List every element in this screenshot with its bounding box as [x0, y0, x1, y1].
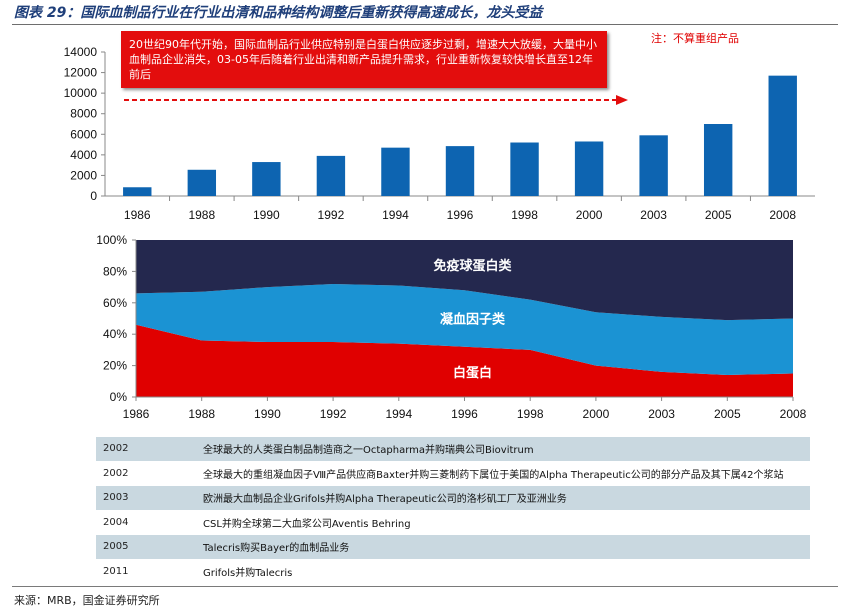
area-y-tick-label: 80%: [103, 264, 127, 278]
bar-2005: [703, 124, 733, 196]
bar-y-tick-label: 2000: [70, 168, 97, 182]
annotation-arrow: [124, 95, 628, 105]
bar-x-tick-label: 2003: [640, 208, 667, 222]
bar-x-tick-label: 1998: [511, 208, 538, 222]
milestone-year: 2002: [103, 467, 129, 479]
stacked-area-chart: 0% 20% 40% 60% 80% 100% 1986 1988 1990 1992 1994 1…: [96, 233, 807, 421]
table-row: 2002 全球最大的人类蛋白制品制造商之一Octapharma并购瑞典公司Biov…: [96, 437, 810, 461]
bar-x-tick-label: 2008: [769, 208, 796, 222]
area-x-tick-label: 1990: [254, 407, 281, 421]
milestone-event: Grifols并购Talecris: [203, 567, 293, 579]
area-x-tick-label: 2003: [648, 407, 675, 421]
milestone-event: Talecris购买Bayer的血制品业务: [197, 534, 810, 559]
area-x-tick-label: 2000: [583, 407, 610, 421]
table-row: 2005 Talecris购买Bayer的血制品业务: [96, 534, 810, 559]
bar-y-tick-label: 14000: [64, 45, 98, 59]
bar-y-tick-label: 12000: [64, 66, 98, 80]
bar-1992: [316, 155, 346, 196]
bar-y-tick-label: 10000: [64, 86, 98, 100]
area-x-tick-label: 1986: [123, 407, 150, 421]
bar-x-tick-label: 1990: [253, 208, 280, 222]
milestone-year: 2002: [96, 437, 197, 461]
area-series-label: 免疫球蛋白类: [433, 258, 512, 273]
bar-2000: [574, 141, 604, 196]
area-x-tick-label: 2008: [780, 407, 807, 421]
annotation-callout: 20世纪90年代开始，国际血制品行业供应特别是白蛋白供应逐步过剩，增速大大放缓，…: [121, 31, 607, 88]
area-series-2: [136, 240, 793, 321]
area-x-tick-label: 1992: [320, 407, 347, 421]
bar-x-tick-label: 1986: [124, 208, 151, 222]
bar-x-tick-label: 2005: [705, 208, 732, 222]
area-series-label: 白蛋白: [453, 365, 492, 380]
table-row: 2003 欧洲最大血制品企业Grifols并购Alpha Therapeutic公…: [96, 485, 810, 510]
bar-x-tick-label: 1996: [447, 208, 474, 222]
milestone-event: 全球最大的重组凝血因子Ⅷ产品供应商Baxter并购三菱制药下属位于美国的Alph…: [203, 469, 784, 481]
area-y-tick-label: 60%: [103, 296, 127, 310]
bar-2003: [639, 135, 668, 196]
area-series-0: [136, 324, 793, 397]
footer-divider: [12, 586, 838, 587]
area-y-tick-label: 40%: [103, 327, 127, 341]
title-divider: [12, 24, 838, 25]
area-x-tick-label: 1998: [517, 407, 544, 421]
chart-note: 注：不算重组产品: [651, 32, 739, 45]
bar-1994: [381, 147, 410, 196]
milestone-year: 2011: [103, 565, 129, 577]
milestone-event: CSL并购全球第二大血浆公司Aventis Behring: [203, 518, 411, 530]
bar-y-tick-label: 6000: [70, 127, 97, 141]
bar-1990: [252, 162, 281, 196]
milestone-table: 2002 全球最大的人类蛋白制品制造商之一Octapharma并购瑞典公司Biov…: [96, 437, 810, 584]
bar-chart: 0 2000 4000 6000 8000 10000 12000 14000 1986 198…: [64, 45, 815, 222]
area-x-tick-label: 1988: [188, 407, 215, 421]
bar-y-tick-label: 0: [90, 189, 97, 203]
bar-y-tick-label: 4000: [70, 148, 97, 162]
area-y-tick-label: 0%: [110, 390, 128, 404]
figure-title: 图表 29：国际血制品行业在行业出清和品种结构调整后重新获得高速成长，龙头受益: [14, 5, 543, 21]
bar-x-tick-label: 2000: [576, 208, 603, 222]
milestone-event: 欧洲最大血制品企业Grifols并购Alpha Therapeutic公司的洛杉…: [197, 485, 810, 510]
bar-1996: [445, 146, 475, 196]
table-row: 2002 全球最大的重组凝血因子Ⅷ产品供应商Baxter并购三菱制药下属位于美国的…: [96, 461, 810, 486]
bar-1986: [123, 187, 152, 196]
bar-y-tick-label: 8000: [70, 107, 97, 121]
area-series-label: 凝血因子类: [440, 312, 506, 327]
area-series-1: [136, 283, 793, 376]
table-row: 2011 Grifols并购Talecris: [96, 559, 810, 584]
bar-1998: [510, 142, 539, 196]
milestone-year: 2003: [96, 485, 197, 510]
area-y-tick-label: 20%: [103, 359, 127, 373]
bar-x-tick-label: 1988: [188, 208, 215, 222]
source-note: 来源：MRB，国金证券研究所: [14, 594, 160, 607]
milestone-event: 全球最大的人类蛋白制品制造商之一Octapharma并购瑞典公司Biovitru…: [197, 437, 810, 461]
milestone-year: 2004: [103, 516, 129, 528]
area-y-tick-label: 100%: [96, 233, 127, 247]
area-x-tick-label: 1994: [385, 407, 412, 421]
bar-x-tick-label: 1994: [382, 208, 409, 222]
milestone-year: 2005: [96, 534, 197, 559]
table-row: 2004 CSL并购全球第二大血浆公司Aventis Behring: [96, 510, 810, 535]
area-x-tick-label: 2005: [714, 407, 741, 421]
area-x-tick-label: 1996: [451, 407, 478, 421]
bar-x-tick-label: 1992: [318, 208, 345, 222]
bar-2008: [768, 75, 797, 196]
bar-1988: [187, 169, 217, 196]
